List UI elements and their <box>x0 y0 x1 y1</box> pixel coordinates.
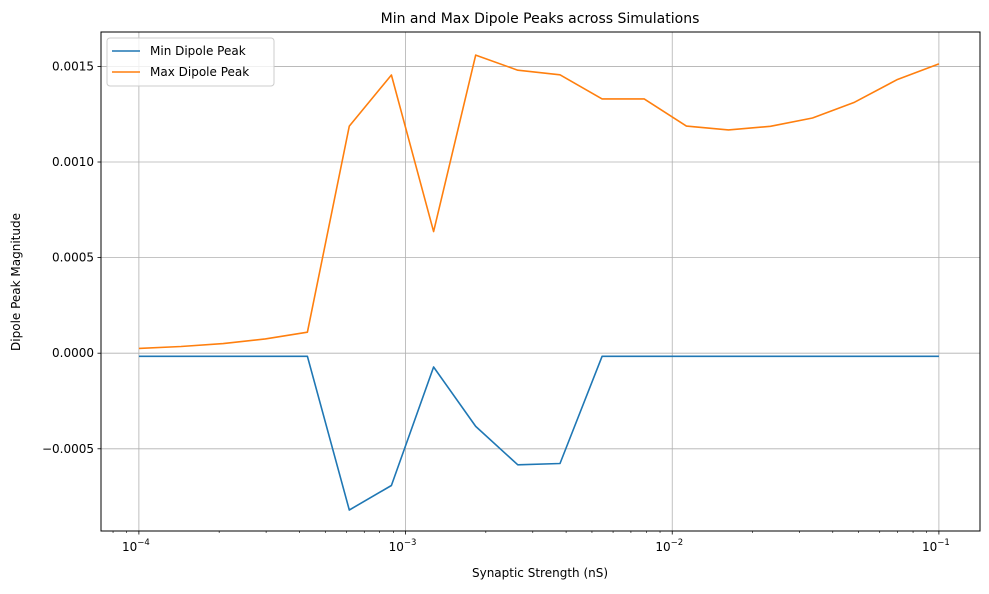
y-tick-label: 0.0000 <box>52 346 94 360</box>
grid <box>101 32 980 531</box>
x-axis-label: Synaptic Strength (nS) <box>472 566 608 580</box>
x-tick-label: 10−4 <box>122 538 150 554</box>
x-tick-label: 10−1 <box>922 538 950 554</box>
y-tick-label: −0.0005 <box>42 442 94 456</box>
legend: Min Dipole Peak Max Dipole Peak <box>106 37 275 87</box>
series-lines <box>138 54 940 511</box>
y-tick-label: 0.0010 <box>52 155 94 169</box>
legend-label: Min Dipole Peak <box>150 44 246 58</box>
y-axis: −0.0005 0.0000 0.0005 0.0010 0.0015 <box>42 59 101 456</box>
x-axis: 10−4 10−3 10−2 10−1 <box>112 531 950 554</box>
legend-box <box>106 37 275 87</box>
y-tick-label: 0.0005 <box>52 251 94 265</box>
series-line-max <box>138 54 940 350</box>
y-tick-label: 0.0015 <box>52 59 94 73</box>
chart-title: Min and Max Dipole Peaks across Simulati… <box>381 11 700 27</box>
x-tick-label: 10−3 <box>389 538 417 554</box>
legend-label: Max Dipole Peak <box>150 65 249 79</box>
x-tick-label: 10−2 <box>655 538 683 554</box>
series-line-min <box>138 355 939 511</box>
axes-frame <box>100 31 981 532</box>
y-axis-label: Dipole Peak Magnitude <box>9 213 23 351</box>
